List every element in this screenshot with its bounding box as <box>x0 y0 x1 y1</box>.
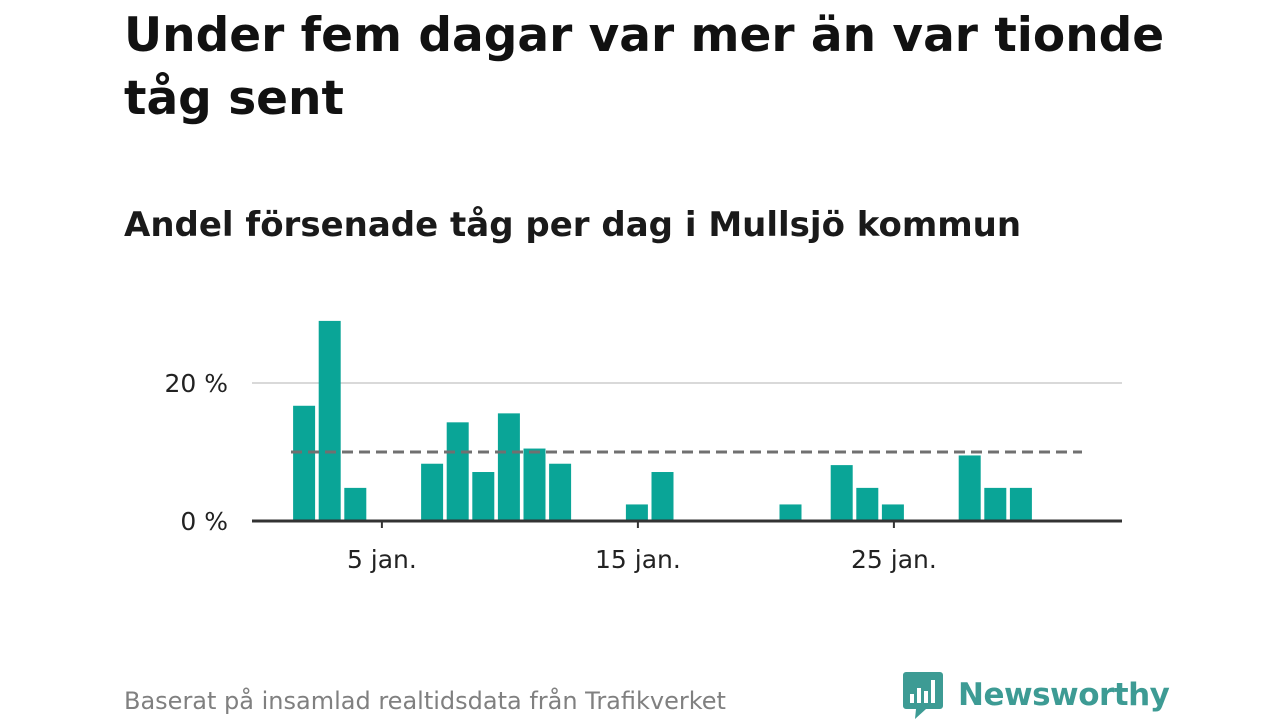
bar <box>881 504 904 521</box>
x-tick-label: 5 jan. <box>347 545 417 574</box>
bar <box>830 465 853 521</box>
bar <box>856 487 879 521</box>
x-tick-label: 15 jan. <box>595 545 681 574</box>
bar <box>625 504 648 521</box>
bar <box>472 472 495 521</box>
bar <box>1009 487 1032 521</box>
bar <box>651 472 674 521</box>
chart-subtitle: Andel försenade tåg per dag i Mullsjö ko… <box>124 205 1022 245</box>
bar <box>497 413 520 521</box>
y-axis-labels: 0 % 20 % <box>164 369 228 536</box>
bar <box>549 463 572 521</box>
x-axis-labels: 5 jan. 15 jan. 25 jan. <box>347 545 937 574</box>
bar <box>293 405 316 521</box>
bar <box>318 320 341 521</box>
newsworthy-logo-icon <box>903 672 943 719</box>
brand-logo: Newsworthy <box>902 670 1170 720</box>
bar <box>344 487 367 521</box>
bar <box>779 504 802 521</box>
source-note: Baserat på insamlad realtidsdata från Tr… <box>124 687 726 715</box>
y-tick-label: 0 % <box>180 507 228 536</box>
x-tick-label: 25 jan. <box>851 545 937 574</box>
chart-title: Under fem dagar var mer än var tionde tå… <box>124 8 1165 126</box>
bar <box>984 487 1007 521</box>
bar <box>958 455 981 521</box>
x-axis <box>252 519 1122 528</box>
bar <box>421 463 444 521</box>
y-tick-label: 20 % <box>164 369 228 398</box>
brand-name: Newsworthy <box>958 677 1170 713</box>
bar <box>446 422 469 521</box>
bar <box>523 448 546 521</box>
bars <box>293 320 1032 521</box>
